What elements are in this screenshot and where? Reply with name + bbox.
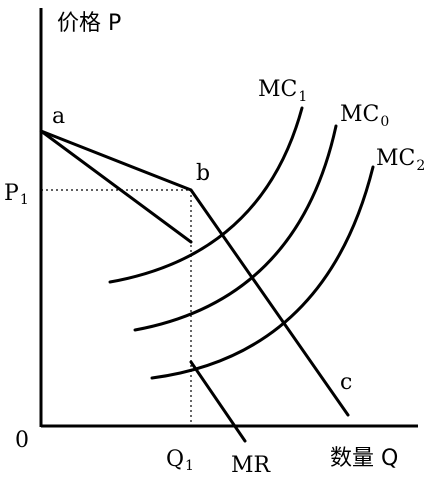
mr-lower-segment	[189, 360, 247, 443]
mr-label: MR	[231, 453, 272, 478]
mc1-label: MC1	[258, 77, 307, 105]
mc2-label: MC2	[376, 146, 425, 174]
mc0-curve	[133, 124, 338, 332]
point-b-label: b	[196, 161, 210, 186]
demand-curve-abc	[39, 129, 350, 417]
mc2-curve	[150, 165, 375, 380]
mc0-label: MC0	[340, 102, 389, 130]
y-axis-label: 价格 P	[57, 11, 121, 36]
x-axis-label: 数量 Q	[330, 446, 398, 471]
point-c-label: c	[340, 370, 352, 395]
point-a-label: a	[52, 104, 65, 129]
q1-label: Q1	[166, 447, 194, 474]
mc1-curve	[108, 106, 304, 284]
p1-label: P1	[4, 181, 29, 208]
mr-upper-segment	[39, 129, 193, 244]
origin-label: 0	[15, 428, 29, 453]
